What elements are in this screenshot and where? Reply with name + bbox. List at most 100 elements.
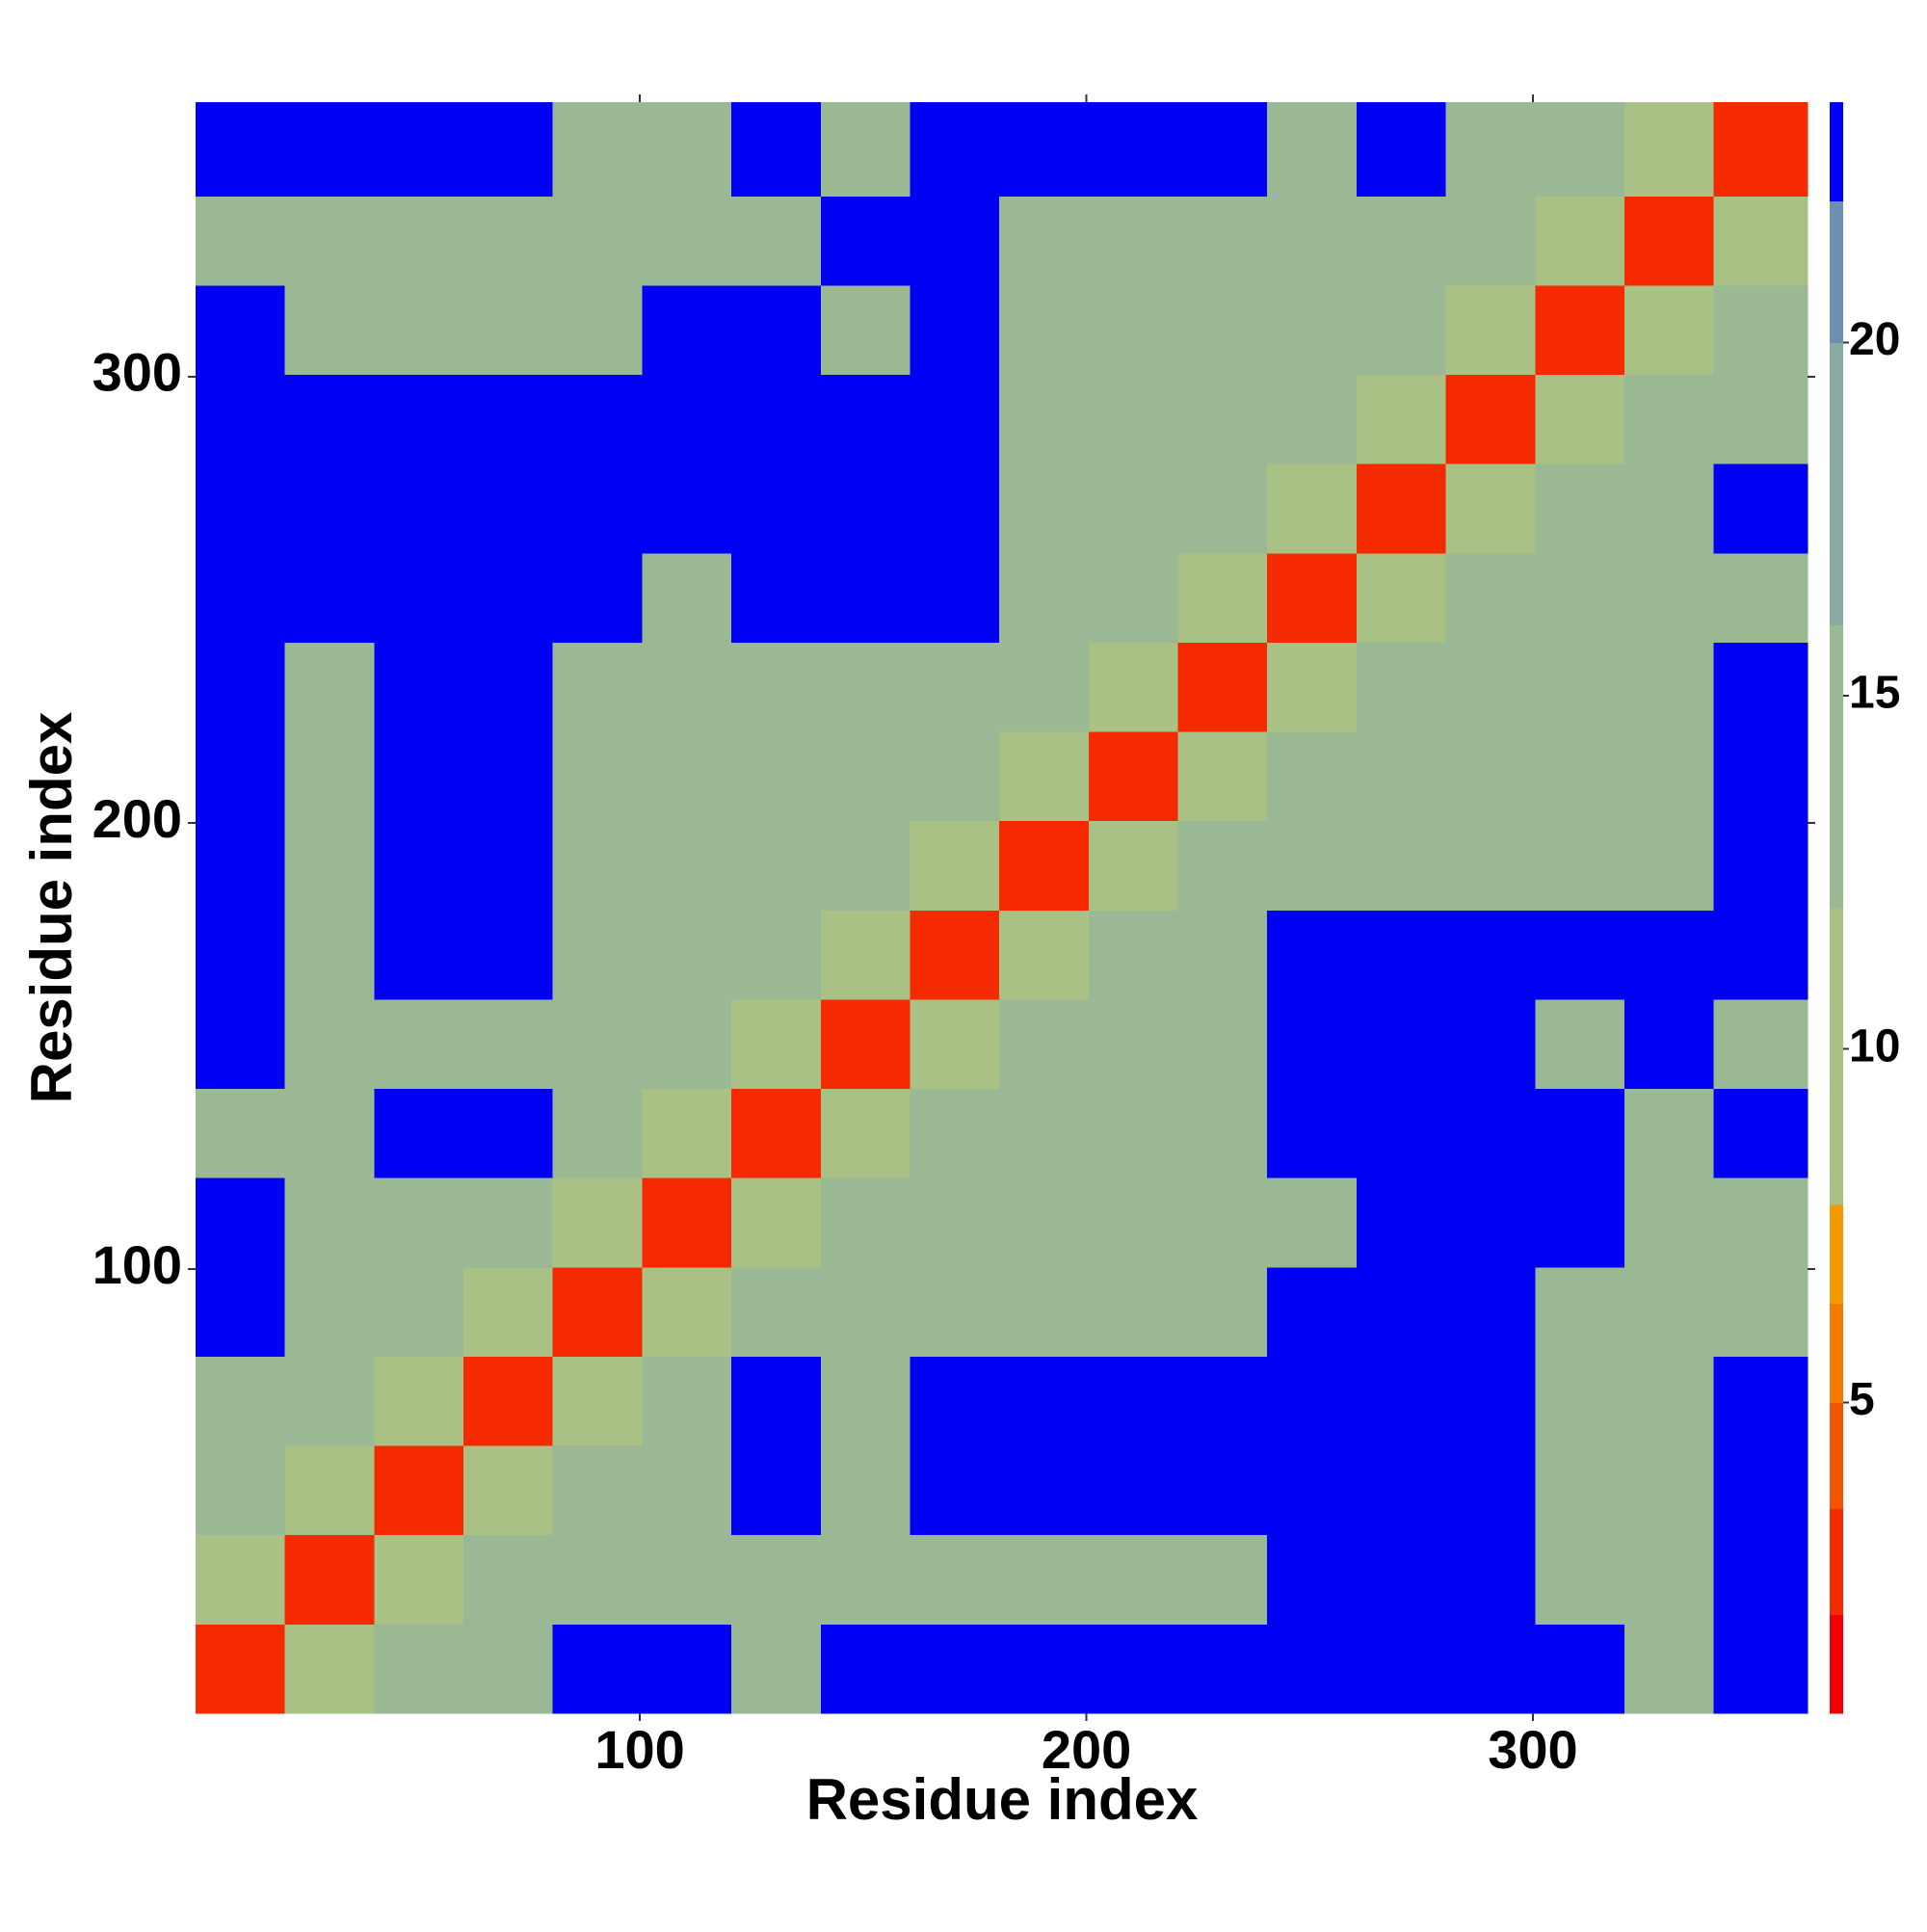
heatmap-cell <box>1535 1178 1625 1268</box>
heatmap-cell <box>463 552 554 643</box>
heatmap-cell <box>820 998 911 1090</box>
heatmap-cell <box>1267 1445 1358 1536</box>
heatmap-cell <box>910 374 1000 464</box>
heatmap-cell <box>820 642 911 732</box>
heatmap-cell <box>196 1356 286 1446</box>
heatmap-cell <box>1177 1445 1268 1536</box>
heatmap-cell <box>999 284 1090 376</box>
colorbar-tick-label: 20 <box>1849 314 1900 365</box>
heatmap-cell <box>820 1445 911 1536</box>
heatmap-cell <box>1535 820 1625 911</box>
heatmap-cell <box>284 1088 375 1178</box>
heatmap-cell <box>910 463 1000 554</box>
heatmap-cell <box>463 1088 554 1178</box>
heatmap-cell <box>374 1624 464 1714</box>
heatmap-cell <box>820 1534 911 1625</box>
heatmap-cell <box>1623 1445 1715 1536</box>
heatmap-cell <box>1177 284 1268 376</box>
heatmap-cell <box>1356 642 1447 732</box>
heatmap-cell <box>910 731 1000 822</box>
heatmap-cell <box>284 102 375 197</box>
heatmap-cell <box>1445 196 1536 286</box>
y-tick-label: 200 <box>92 788 182 849</box>
colorbar-band <box>1830 200 1843 343</box>
heatmap-cell <box>1445 1534 1536 1625</box>
heatmap-cell <box>1267 1178 1358 1268</box>
heatmap-cell <box>284 731 375 822</box>
heatmap-cell <box>463 1266 554 1357</box>
heatmap-cell <box>284 1445 375 1536</box>
heatmap-cell <box>731 1356 822 1446</box>
heatmap-cell <box>1623 1266 1715 1357</box>
heatmap-cell <box>820 102 911 197</box>
heatmap-cell <box>999 642 1090 732</box>
heatmap-cell <box>196 1445 286 1536</box>
heatmap-cell <box>374 998 464 1090</box>
colorbar-tick-label: 10 <box>1849 1020 1900 1072</box>
heatmap-cell <box>910 1356 1000 1446</box>
heatmap-cell <box>731 1178 822 1268</box>
colorbar-band <box>1830 1614 1843 1714</box>
heatmap-cell <box>1267 910 1358 1000</box>
heatmap-cell <box>1713 1266 1808 1357</box>
heatmap-cell <box>1445 1445 1536 1536</box>
heatmap-cell <box>463 463 554 554</box>
heatmap-cell <box>284 910 375 1000</box>
heatmap-cell <box>196 284 286 376</box>
heatmap-cell <box>1267 374 1358 464</box>
heatmap-cell <box>196 1088 286 1178</box>
heatmap-cell <box>284 998 375 1090</box>
heatmap-cell <box>999 463 1090 554</box>
heatmap-cell <box>463 731 554 822</box>
heatmap-cell <box>1356 284 1447 376</box>
heatmap-cell <box>1445 998 1536 1090</box>
heatmap-cell <box>1088 1266 1179 1357</box>
heatmap-cell <box>642 1266 732 1357</box>
heatmap-cell <box>1177 1088 1268 1178</box>
heatmap-cell <box>1177 552 1268 643</box>
heatmap-cell <box>463 1356 554 1446</box>
heatmap-cell <box>284 1534 375 1625</box>
heatmap-cell <box>284 374 375 464</box>
heatmap-cell <box>642 1178 732 1268</box>
heatmap-cell <box>731 820 822 911</box>
heatmap-cell <box>1177 1624 1268 1714</box>
heatmap-cell <box>820 1088 911 1178</box>
heatmap-cell <box>1713 642 1808 732</box>
heatmap-cell <box>820 820 911 911</box>
heatmap-cell <box>1713 1624 1808 1714</box>
heatmap-cell <box>999 374 1090 464</box>
heatmap-cell <box>463 374 554 464</box>
heatmap-cell <box>731 998 822 1090</box>
heatmap-cell <box>910 998 1000 1090</box>
heatmap-cell <box>284 284 375 376</box>
heatmap-cell <box>552 820 643 911</box>
colorbar-band <box>1830 624 1843 909</box>
heatmap-cell <box>1623 1624 1715 1714</box>
heatmap-cell <box>463 284 554 376</box>
heatmap-cell <box>731 910 822 1000</box>
x-tick-label: 100 <box>594 1719 684 1780</box>
heatmap-cell <box>820 196 911 286</box>
heatmap-cell <box>1623 552 1715 643</box>
colorbar-tick-label: 5 <box>1849 1374 1875 1425</box>
heatmap-cell <box>910 102 1000 197</box>
heatmap-cell <box>196 374 286 464</box>
heatmap-cell <box>910 1266 1000 1357</box>
heatmap-cell <box>463 642 554 732</box>
heatmap-cell <box>196 102 286 197</box>
heatmap-cell <box>1088 1178 1179 1268</box>
heatmap-cell <box>196 1178 286 1268</box>
heatmap-cell <box>552 196 643 286</box>
heatmap-cell <box>1356 374 1447 464</box>
heatmap-cell <box>196 196 286 286</box>
heatmap-cell <box>552 910 643 1000</box>
heatmap-cell <box>999 1266 1090 1357</box>
heatmap-cell <box>820 552 911 643</box>
heatmap-cell <box>1267 102 1358 197</box>
heatmap-cell <box>1623 998 1715 1090</box>
heatmap-cell <box>463 1178 554 1268</box>
heatmap-cell <box>284 1356 375 1446</box>
heatmap-cell <box>1356 1624 1447 1714</box>
heatmap-cell <box>552 102 643 197</box>
